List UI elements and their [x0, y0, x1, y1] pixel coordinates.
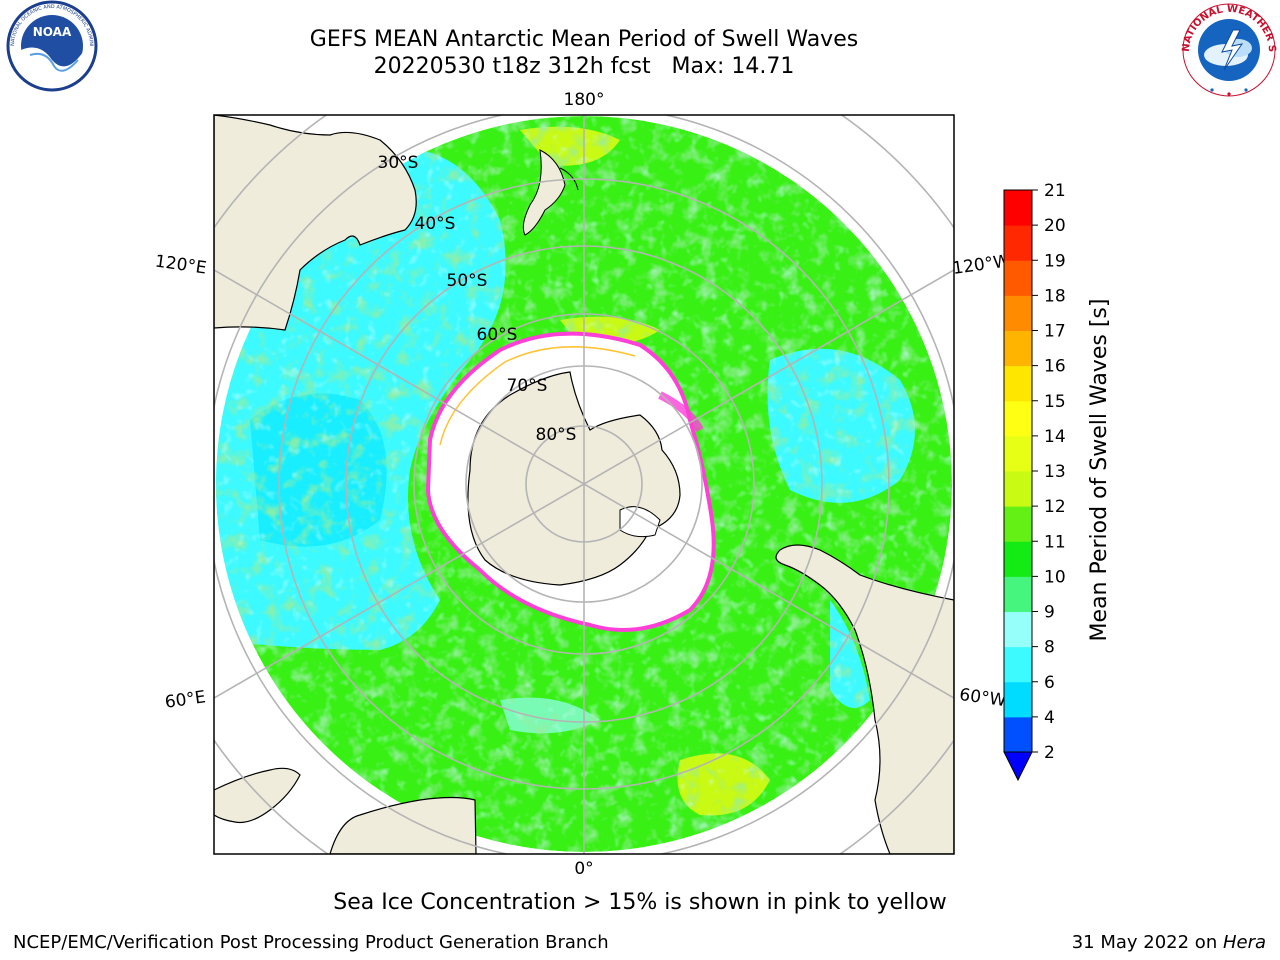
lat-label-70s: 70°S [507, 376, 548, 396]
colorbar-swatch [1004, 576, 1032, 612]
colorbar-swatch [1004, 435, 1032, 472]
colorbar-tick-label: 12 [1044, 497, 1066, 517]
colorbar-swatch [1004, 295, 1032, 331]
colorbar-swatch [1004, 681, 1032, 718]
colorbar-tick-label: 15 [1044, 392, 1066, 412]
colorbar-swatch [1004, 646, 1032, 683]
noaa-logo: NOAA NATIONAL OCEANIC AND ATMOSPHERIC AD… [0, 0, 98, 92]
lon-label-0: 0° [574, 859, 593, 879]
footer-machine: Hera [1222, 932, 1266, 953]
lon-label-120e: 120°E [154, 252, 208, 279]
colorbar-label: Mean Period of Swell Waves [s] [1087, 299, 1112, 642]
colorbar-swatch [1004, 611, 1032, 648]
colorbar-extend-arrow [1003, 751, 1033, 782]
lon-label-60w: 60°W [958, 685, 1007, 711]
svg-text:NOAA: NOAA [33, 25, 72, 39]
colorbar-tick-label: 17 [1044, 322, 1066, 342]
colorbar-tick-label: 8 [1044, 638, 1055, 658]
nws-logo: NATIONAL WEATHER SERVICE [1178, 0, 1277, 97]
lat-label-60s: 60°S [477, 325, 518, 345]
lon-label-60e: 60°E [164, 687, 207, 712]
colorbar-tick-label: 2 [1044, 743, 1055, 763]
title-line-1: GEFS MEAN Antarctic Mean Period of Swell… [309, 27, 859, 52]
colorbar: 2 4 6 8 9 10 11 12 13 14 15 16 17 18 19 20 21 [1003, 181, 1066, 782]
colorbar-tick-label: 9 [1044, 603, 1055, 623]
lon-label-120w: 120°W [951, 251, 1011, 279]
lat-label-80s: 80°S [536, 425, 577, 445]
colorbar-tick-label: 11 [1044, 532, 1066, 552]
colorbar-swatch [1004, 260, 1032, 296]
lon-label-180: 180° [564, 90, 605, 110]
colorbar-tick-label: 18 [1044, 286, 1066, 306]
colorbar-swatch [1004, 506, 1032, 542]
south-america-land [775, 544, 954, 854]
colorbar-tick-label: 16 [1044, 357, 1066, 377]
colorbar-swatch [1004, 225, 1032, 261]
colorbar-tick-label: 19 [1044, 251, 1066, 271]
africa-land [329, 796, 477, 854]
colorbar-tick-label: 6 [1044, 673, 1055, 693]
colorbar-tick-label: 21 [1044, 181, 1066, 201]
australia-land [214, 115, 417, 331]
lat-label-30s: 30°S [378, 153, 419, 173]
colorbar-swatch [1004, 190, 1032, 226]
footer-right: 31 May 2022 on Hera [1072, 932, 1266, 953]
footer-left: NCEP/EMC/Verification Post Processing Pr… [13, 932, 609, 953]
colorbar-swatch [1004, 541, 1032, 577]
madagascar-land [214, 767, 301, 824]
sea-ice-note: Sea Ice Concentration > 15% is shown in … [333, 890, 947, 915]
colorbar-tick-label: 13 [1044, 462, 1066, 482]
lat-label-40s: 40°S [415, 214, 456, 234]
footer-date: 31 May 2022 on [1071, 932, 1223, 953]
colorbar-tick-label: 10 [1044, 567, 1066, 587]
colorbar-swatch [1004, 716, 1032, 753]
graticule [214, 115, 954, 854]
colorbar-tick-label: 20 [1044, 216, 1066, 236]
lat-label-50s: 50°S [447, 271, 488, 291]
colorbar-swatch [1004, 330, 1032, 367]
title-line-2: 20220530 t18z 312h fcst Max: 14.71 [373, 54, 795, 79]
colorbar-tick-label: 14 [1044, 427, 1066, 447]
colorbar-swatch [1004, 471, 1032, 507]
colorbar-swatch [1004, 365, 1032, 402]
colorbar-swatch [1004, 400, 1032, 437]
colorbar-tick-label: 4 [1044, 708, 1055, 728]
